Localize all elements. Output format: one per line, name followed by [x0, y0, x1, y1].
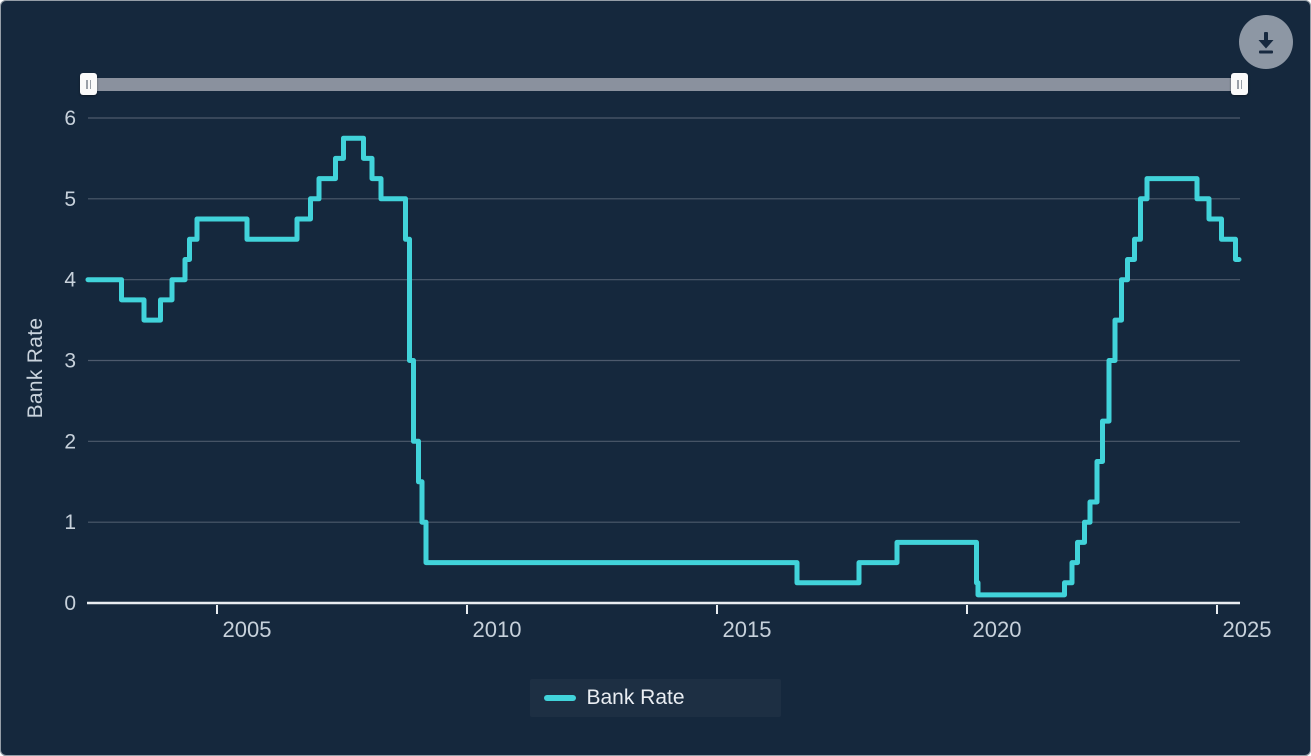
x-tick-label: 2015	[723, 617, 772, 642]
x-tick-label: 2005	[223, 617, 272, 642]
x-tick-label: 2010	[473, 617, 522, 642]
legend-item-bank-rate[interactable]: Bank Rate	[530, 679, 780, 717]
download-button[interactable]	[1239, 15, 1293, 69]
slider-handle-left[interactable]	[80, 73, 97, 95]
handle-grip	[1237, 79, 1239, 89]
legend: Bank Rate	[0, 679, 1311, 717]
x-tick-label: 2025	[1223, 617, 1272, 642]
handle-grip	[1240, 79, 1242, 89]
y-tick-label: 6	[64, 107, 76, 130]
legend-label: Bank Rate	[586, 686, 685, 709]
y-tick-label: 4	[64, 269, 76, 292]
handle-grip	[86, 79, 88, 89]
y-tick-label: 0	[64, 592, 76, 615]
x-tick-label: 2020	[973, 617, 1022, 642]
y-axis-title: Bank Rate	[24, 317, 47, 419]
bank-rate-line[interactable]	[85, 135, 1242, 598]
time-range-slider[interactable]	[80, 70, 1248, 98]
y-tick-label: 5	[64, 188, 76, 211]
y-tick-label: 3	[64, 350, 76, 373]
download-icon	[1258, 32, 1274, 54]
bank-rate-chart: 0 1 2 3 4 5 6 2005 2010 2015 2020 2025	[64, 107, 1272, 642]
slider-track[interactable]	[88, 78, 1240, 91]
y-tick-label: 1	[64, 511, 76, 534]
slider-handle-right[interactable]	[1231, 73, 1248, 95]
legend-swatch	[544, 695, 577, 701]
handle-grip	[89, 79, 91, 89]
y-tick-label: 2	[64, 430, 76, 453]
